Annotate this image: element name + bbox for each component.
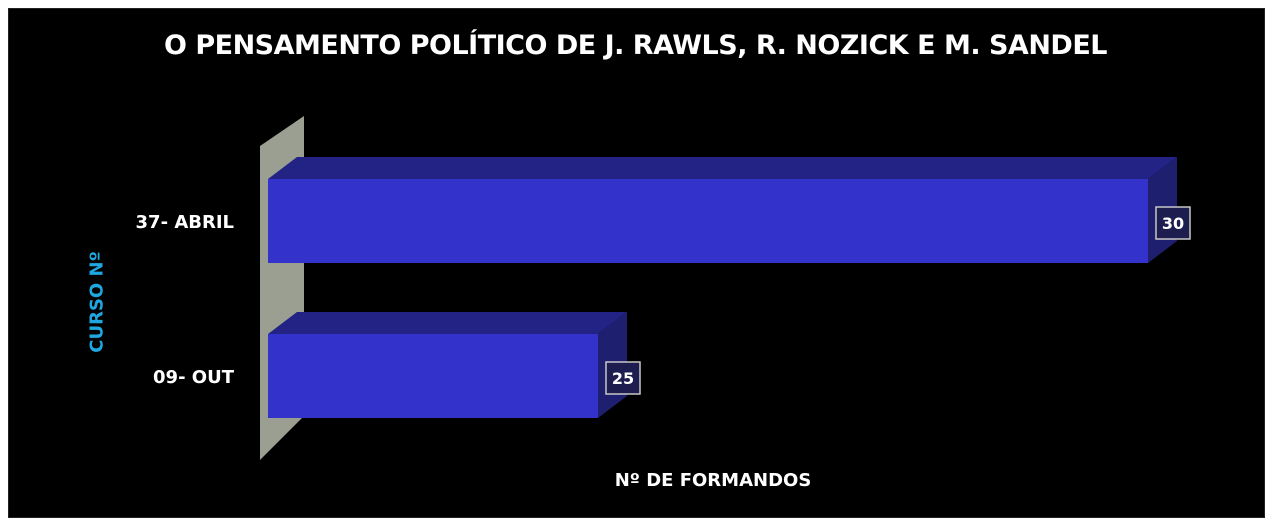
y-axis-title: CURSO Nº [86, 251, 108, 353]
bar-09-out [268, 334, 598, 418]
data-label-09-out: 25 [612, 369, 634, 388]
x-axis-title: Nº DE FORMANDOS [614, 470, 812, 491]
chart-title: O PENSAMENTO POLÍTICO DE J. RAWLS, R. NO… [164, 30, 1107, 61]
category-label-37-abril: 37- ABRIL [136, 212, 234, 233]
bar-top-09-out [268, 312, 627, 334]
bar-37-abril [268, 179, 1148, 263]
data-label-37-abril: 30 [1162, 214, 1184, 233]
data-label-box-37-abril [1155, 206, 1191, 240]
data-label-box-09-out [605, 361, 641, 395]
bar-top-37-abril [268, 157, 1177, 179]
category-label-09-out: 09- OUT [153, 367, 235, 388]
